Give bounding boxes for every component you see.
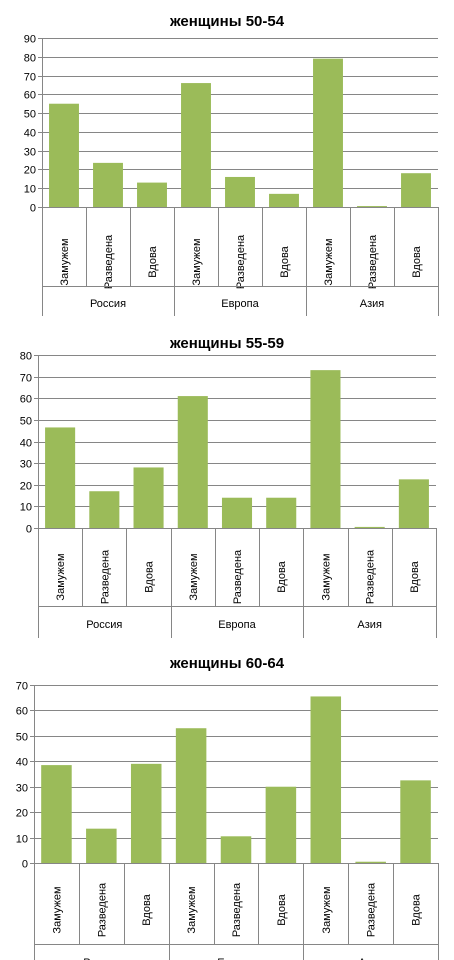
y-tick-label: 90 bbox=[24, 34, 36, 46]
y-tick-label: 60 bbox=[16, 706, 28, 718]
category-label: Разведена bbox=[96, 882, 108, 937]
bar bbox=[310, 370, 341, 528]
category-label: Замужем bbox=[320, 553, 332, 600]
chart-svg: женщины 55-59 0 10 20 30 40 50 60 70 80 Замужем Раз… bbox=[20, 335, 437, 638]
bar bbox=[177, 396, 208, 528]
bar bbox=[93, 162, 123, 207]
bar bbox=[225, 176, 255, 207]
bar bbox=[220, 836, 252, 863]
chart-women-60-64: женщины 60-64 0 10 20 30 40 50 60 70 Замужем Разве… bbox=[0, 644, 454, 960]
category-label: Замужем bbox=[191, 238, 203, 285]
bar bbox=[86, 828, 117, 863]
category-label: Вдова bbox=[411, 245, 423, 277]
y-tick-label: 80 bbox=[24, 53, 36, 65]
y-tick-label: 10 bbox=[24, 184, 36, 196]
group-label: Россия bbox=[83, 957, 119, 960]
category-label: Разведена bbox=[365, 549, 377, 604]
bar bbox=[181, 83, 211, 207]
bar bbox=[400, 780, 431, 863]
bar bbox=[221, 497, 253, 528]
y-tick-label: 50 bbox=[20, 416, 32, 428]
category-label: Разведена bbox=[232, 549, 244, 604]
y-tick-label: 40 bbox=[16, 757, 28, 769]
bar bbox=[265, 786, 297, 863]
bar bbox=[49, 103, 79, 207]
category-label: Вдова bbox=[141, 893, 153, 925]
group-label: Европа bbox=[217, 957, 255, 960]
y-tick-label: 30 bbox=[16, 783, 28, 795]
category-label: Вдова bbox=[144, 560, 156, 592]
y-tick-label: 40 bbox=[20, 438, 32, 450]
bar bbox=[41, 765, 72, 863]
y-tick-label: 10 bbox=[20, 502, 32, 514]
y-tick-label: 20 bbox=[20, 481, 32, 493]
category-label: Разведена bbox=[366, 882, 378, 937]
bar bbox=[313, 58, 343, 208]
y-tick-label: 20 bbox=[16, 808, 28, 820]
y-tick-label: 70 bbox=[24, 72, 36, 84]
category-label: Вдова bbox=[276, 893, 288, 925]
y-tick-label: 50 bbox=[24, 109, 36, 121]
bar bbox=[175, 728, 207, 863]
y-tick-label: 30 bbox=[20, 459, 32, 471]
chart-title: женщины 60-64 bbox=[169, 655, 285, 672]
category-label: Вдова bbox=[411, 893, 423, 925]
bar bbox=[89, 491, 120, 528]
category-label: Замужем bbox=[51, 886, 63, 933]
y-tick-label: 0 bbox=[30, 203, 36, 215]
bar bbox=[45, 427, 76, 528]
chart-women-50-54: женщины 50-54 0 10 20 30 40 50 60 70 80 90 Замужем Р… bbox=[0, 0, 454, 320]
chart-svg: женщины 60-64 0 10 20 30 40 50 60 70 Замужем Разве… bbox=[16, 655, 439, 960]
category-label: Замужем bbox=[59, 238, 71, 285]
group-label: Европа bbox=[218, 619, 256, 631]
category-label: Вдова bbox=[279, 245, 291, 277]
category-label: Замужем bbox=[321, 886, 333, 933]
y-tick-label: 70 bbox=[20, 373, 32, 385]
group-label: Азия bbox=[360, 298, 385, 310]
category-label: Замужем bbox=[188, 553, 200, 600]
category-label: Разведена bbox=[235, 234, 247, 289]
category-label: Разведена bbox=[103, 234, 115, 289]
chart-title: женщины 55-59 bbox=[169, 335, 284, 352]
bar bbox=[355, 861, 386, 863]
bar bbox=[398, 479, 429, 528]
group-label: Азия bbox=[357, 619, 382, 631]
y-tick-label: 80 bbox=[20, 351, 32, 363]
group-label: Россия bbox=[86, 619, 122, 631]
y-tick-label: 50 bbox=[16, 732, 28, 744]
category-label: Вдова bbox=[147, 245, 159, 277]
y-tick-label: 10 bbox=[16, 834, 28, 846]
chart-women-55-59: женщины 55-59 0 10 20 30 40 50 60 70 80 Замужем Раз… bbox=[0, 322, 454, 642]
group-label: Европа bbox=[221, 298, 259, 310]
bar bbox=[133, 467, 164, 528]
y-tick-label: 60 bbox=[24, 90, 36, 102]
bar bbox=[137, 182, 167, 207]
y-tick-label: 20 bbox=[24, 165, 36, 177]
category-label: Вдова bbox=[409, 560, 421, 592]
category-label: Разведена bbox=[231, 882, 243, 937]
group-label: Азия bbox=[358, 957, 383, 960]
chart-svg: женщины 50-54 0 10 20 30 40 50 60 70 80 90 Замужем Р… bbox=[24, 13, 439, 316]
bar bbox=[354, 526, 385, 528]
bar bbox=[401, 173, 431, 207]
category-label: Замужем bbox=[55, 553, 67, 600]
y-tick-label: 70 bbox=[16, 681, 28, 693]
y-tick-label: 60 bbox=[20, 394, 32, 406]
bar bbox=[357, 206, 387, 207]
bar bbox=[266, 497, 297, 528]
bar bbox=[310, 696, 342, 863]
category-label: Замужем bbox=[323, 238, 335, 285]
y-tick-label: 30 bbox=[24, 147, 36, 159]
category-label: Разведена bbox=[99, 549, 111, 604]
y-tick-label: 0 bbox=[22, 859, 28, 871]
bar bbox=[269, 193, 299, 207]
category-label: Вдова bbox=[276, 560, 288, 592]
y-tick-label: 0 bbox=[26, 524, 32, 536]
bar bbox=[130, 763, 162, 863]
chart-title: женщины 50-54 bbox=[169, 13, 285, 30]
y-tick-label: 40 bbox=[24, 128, 36, 140]
category-label: Разведена bbox=[367, 234, 379, 289]
category-label: Замужем bbox=[186, 886, 198, 933]
group-label: Россия bbox=[90, 298, 126, 310]
